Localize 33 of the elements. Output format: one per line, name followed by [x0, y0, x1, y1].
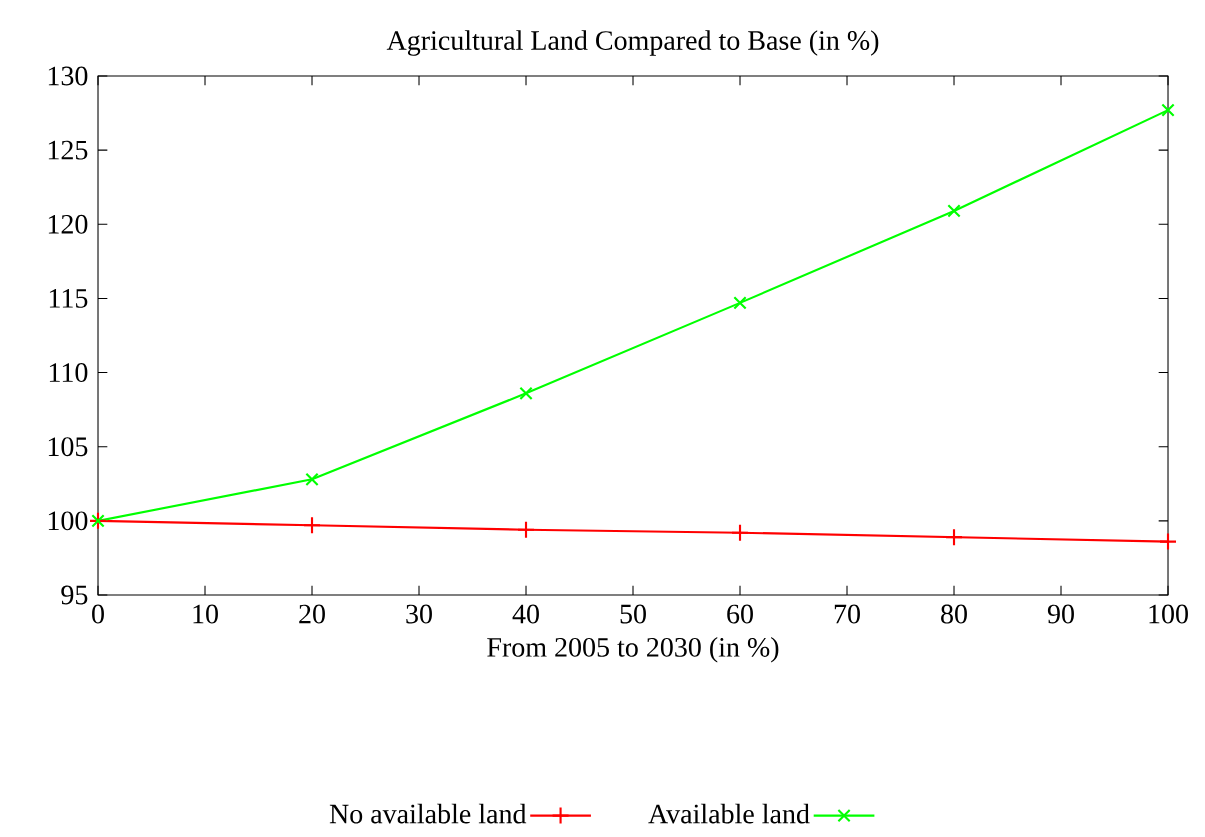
x-tick-label: 0 — [92, 604, 104, 624]
x-axis-title: From 2005 to 2030 (in %) — [487, 637, 779, 663]
x-tick-label: 40 — [512, 604, 539, 624]
x-tick-label: 30 — [406, 604, 432, 624]
x-tick-label: 10 — [193, 604, 218, 624]
x-tick-label: 60 — [727, 604, 753, 624]
x-tick-label: 100 — [1149, 604, 1188, 624]
point — [302, 516, 322, 535]
point — [516, 520, 536, 539]
point — [519, 386, 533, 401]
legend-label: Available land — [648, 803, 810, 824]
point — [730, 523, 750, 542]
point — [305, 472, 319, 487]
point — [944, 528, 964, 547]
y-tick-label: 120 — [48, 214, 88, 234]
x-tick-label: 70 — [834, 604, 860, 624]
x-tick-label: 20 — [299, 604, 325, 624]
chart-title: Agricultural Land Compared to Base (in %) — [386, 30, 879, 56]
x-tick-label: 90 — [1047, 604, 1074, 624]
y-tick-label: 100 — [48, 511, 88, 531]
y-tick-label: 115 — [49, 289, 88, 308]
y-tick-label: 105 — [48, 437, 88, 457]
x-tick-label: 50 — [620, 604, 646, 624]
point — [1161, 103, 1175, 117]
y-tick-label: 125 — [48, 140, 88, 160]
point — [733, 296, 747, 310]
y-tick-label: 110 — [49, 363, 88, 382]
y-tick-label: 95 — [61, 585, 88, 605]
point — [947, 204, 961, 218]
point — [1158, 532, 1178, 551]
y-tick-label: 130 — [48, 66, 88, 86]
legend-label: No available land — [329, 803, 527, 824]
x-tick-label: 80 — [941, 604, 967, 624]
